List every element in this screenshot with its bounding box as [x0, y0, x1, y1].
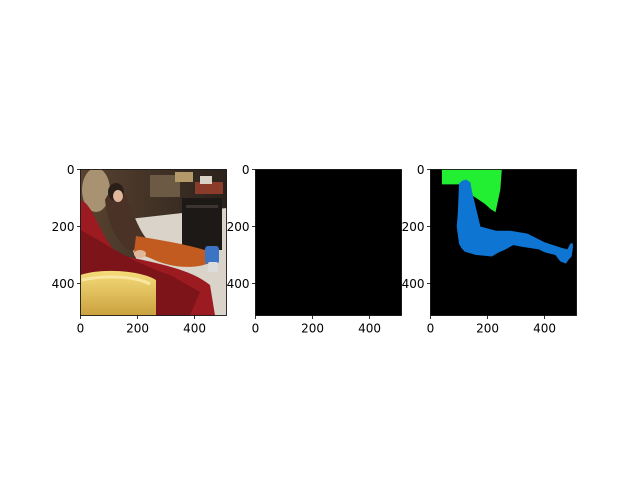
black-axes-frame	[255, 169, 402, 316]
panel-photo: 0 200 400 0 200 400	[52, 163, 227, 336]
x-tick-label: 0	[252, 322, 260, 336]
y-tick-label: 0	[242, 163, 250, 177]
y-tick-label: 200	[52, 220, 75, 234]
x-tick-label: 400	[533, 322, 556, 336]
photo-image	[80, 169, 227, 316]
y-tick-label: 400	[227, 277, 250, 291]
x-tick-label: 200	[301, 322, 324, 336]
region-a	[441, 169, 502, 213]
x-tick-label: 400	[358, 322, 381, 336]
y-tick-label: 0	[417, 163, 425, 177]
mask-axes-ticks: 0 200 400 0 200 400	[402, 163, 556, 336]
mask-regions	[441, 169, 574, 264]
photo-axes-ticks: 0 200 400 0 200 400	[52, 163, 206, 336]
y-tick-label: 0	[67, 163, 75, 177]
region-b	[456, 179, 574, 264]
y-tick-label: 200	[402, 220, 425, 234]
mask-axes-frame	[430, 169, 577, 316]
x-tick-label: 400	[183, 322, 206, 336]
x-tick-label: 0	[77, 322, 85, 336]
y-tick-label: 400	[402, 277, 425, 291]
y-tick-label: 400	[52, 277, 75, 291]
panel-black: 0 200 400 0 200 400	[227, 163, 402, 336]
y-tick-label: 200	[227, 220, 250, 234]
x-tick-label: 200	[126, 322, 149, 336]
black-image	[255, 169, 402, 316]
x-tick-label: 200	[476, 322, 499, 336]
photo-axes-frame	[80, 169, 227, 316]
x-tick-label: 0	[427, 322, 435, 336]
black-axes-ticks: 0 200 400 0 200 400	[227, 163, 381, 336]
panel-mask: 0 200 400 0 200 400	[402, 163, 577, 336]
